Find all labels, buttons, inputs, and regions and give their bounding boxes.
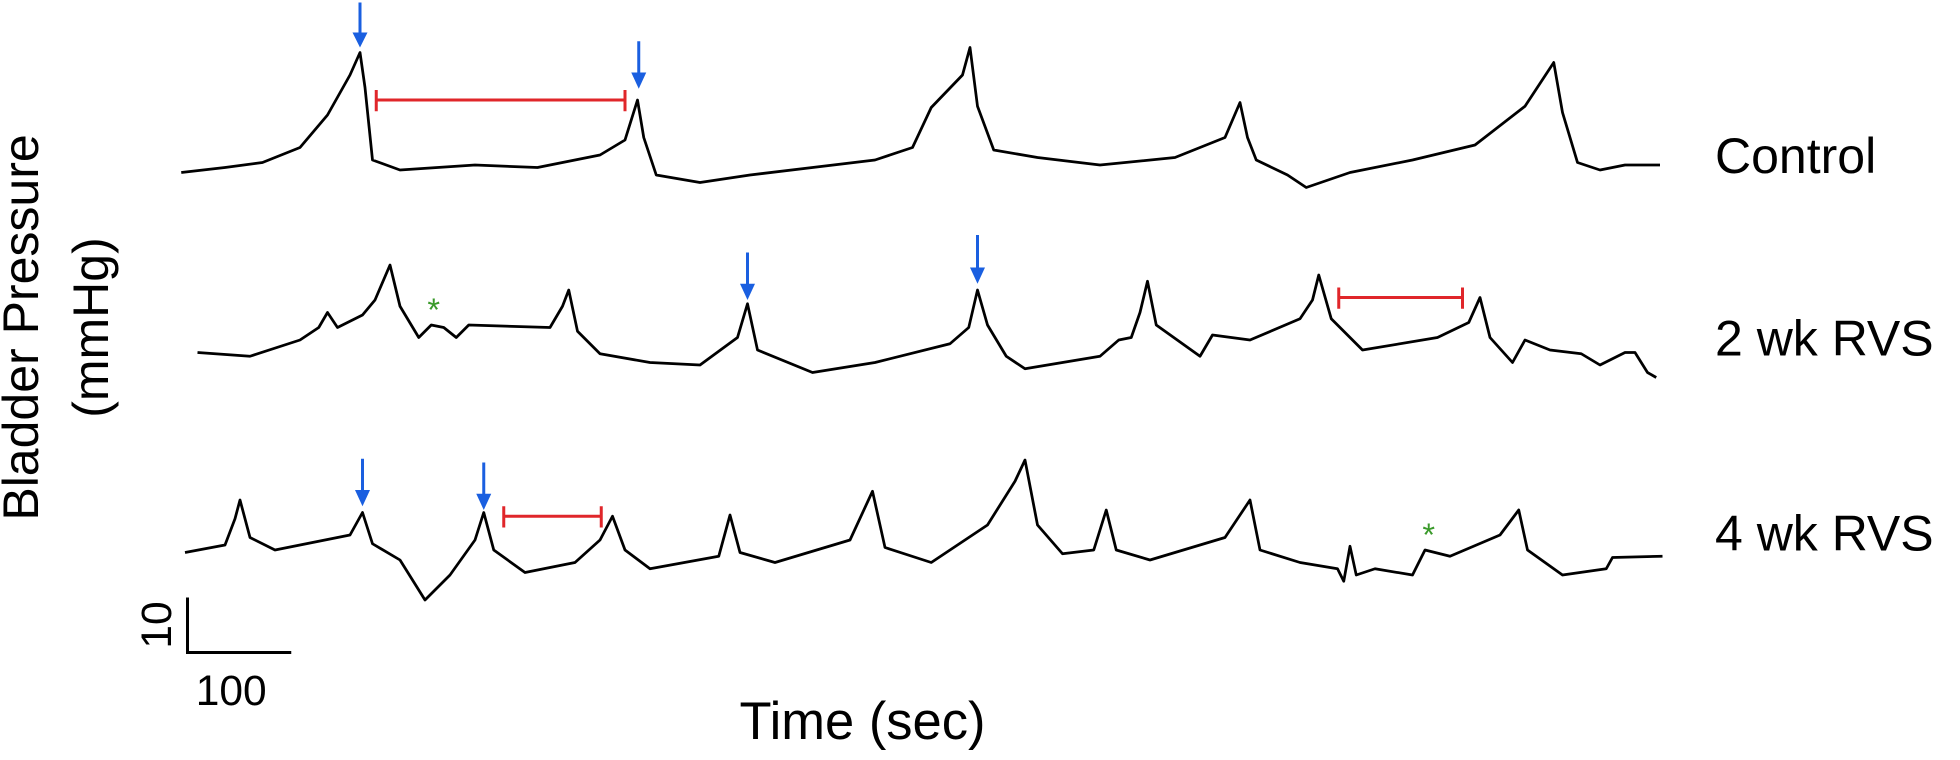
asterisk: * [427,292,440,328]
trace-label: 2 wk RVS [1715,311,1934,367]
arrows [352,2,985,510]
4wk-trace [184,458,1663,602]
scale-bar-horizontal-label: 100 [196,668,267,715]
control-trace [181,46,1660,189]
intervals [374,90,1464,528]
x-axis-label: Time (sec) [740,692,986,751]
y-axis-label: Bladder Pressure [0,134,49,520]
trace-label: Control [1715,128,1876,184]
asterisk: * [1422,517,1435,553]
y-axis-label: (mmHg) [63,237,119,418]
trace-label: 4 wk RVS [1715,506,1934,562]
scale-bar-vertical-label: 10 [134,601,181,648]
scale-bar [186,597,292,654]
2wk-trace [197,263,1657,379]
